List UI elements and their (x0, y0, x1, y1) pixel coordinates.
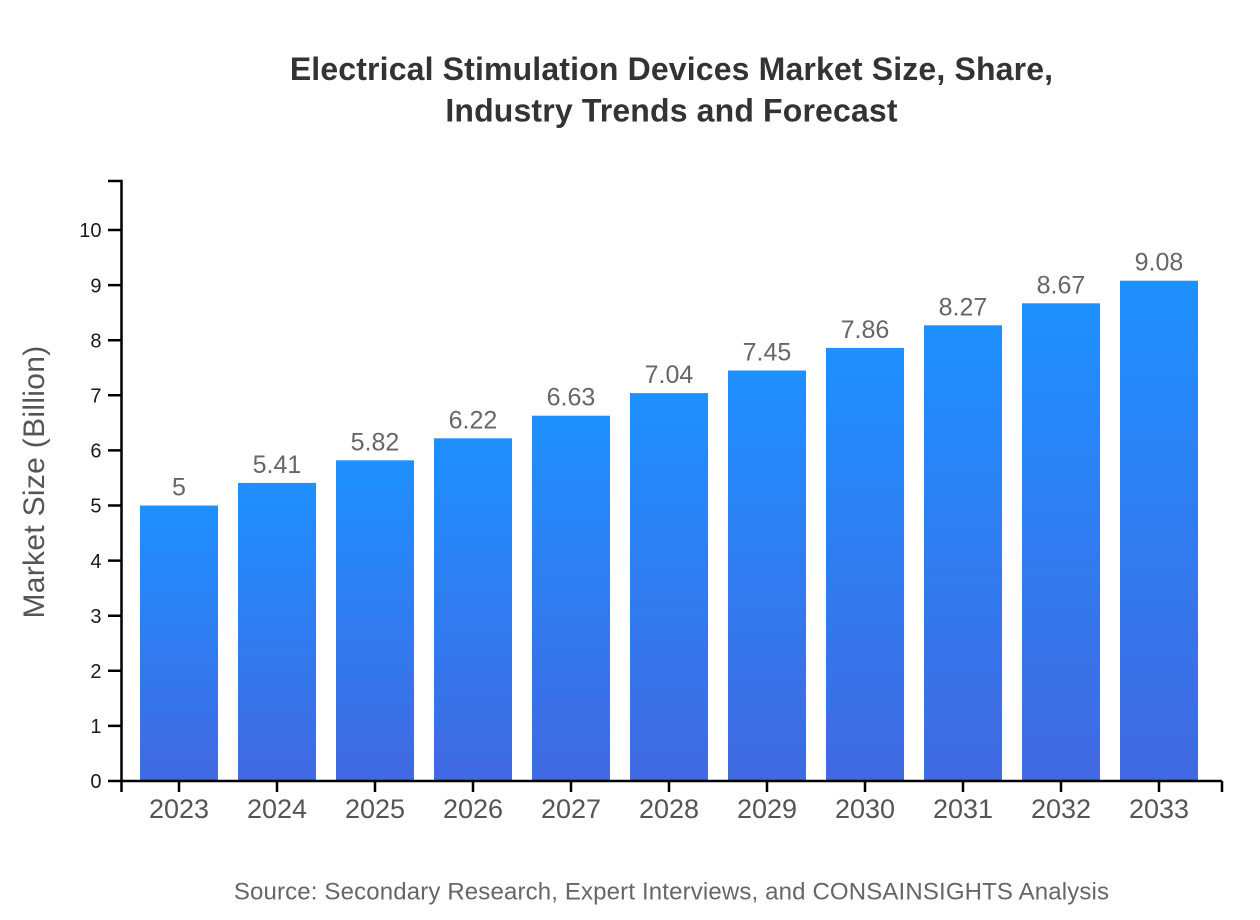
svg-text:2033: 2033 (1129, 794, 1189, 824)
svg-text:5.82: 5.82 (351, 428, 400, 456)
svg-text:2023: 2023 (149, 794, 209, 824)
svg-text:8.67: 8.67 (1037, 271, 1086, 299)
svg-text:0: 0 (90, 771, 101, 793)
svg-text:4: 4 (90, 551, 101, 573)
svg-text:Electrical Stimulation Devices: Electrical Stimulation Devices Market Si… (290, 51, 1053, 87)
svg-text:7.45: 7.45 (743, 339, 792, 367)
svg-text:9: 9 (90, 275, 101, 297)
svg-text:Source: Secondary Research, Ex: Source: Secondary Research, Expert Inter… (234, 878, 1109, 905)
svg-text:10: 10 (79, 220, 101, 242)
svg-text:7: 7 (90, 386, 101, 408)
svg-text:Industry Trends and Forecast: Industry Trends and Forecast (445, 92, 898, 128)
svg-text:7.04: 7.04 (645, 361, 694, 389)
svg-text:2030: 2030 (835, 794, 895, 824)
svg-text:5: 5 (172, 474, 186, 502)
svg-text:2027: 2027 (541, 794, 601, 824)
svg-text:6.63: 6.63 (547, 384, 596, 412)
svg-text:8.27: 8.27 (939, 293, 988, 321)
svg-text:2: 2 (90, 661, 101, 683)
svg-text:5: 5 (90, 496, 101, 518)
svg-text:2026: 2026 (443, 794, 503, 824)
svg-text:2025: 2025 (345, 794, 405, 824)
svg-text:6: 6 (90, 441, 101, 463)
svg-text:2024: 2024 (247, 794, 307, 824)
svg-text:5.41: 5.41 (253, 451, 302, 479)
svg-text:8: 8 (90, 330, 101, 352)
svg-text:6.22: 6.22 (449, 406, 498, 434)
svg-text:1: 1 (90, 716, 101, 738)
svg-text:Market Size (Billion): Market Size (Billion) (18, 345, 51, 618)
svg-text:2028: 2028 (639, 794, 699, 824)
svg-text:2029: 2029 (737, 794, 797, 824)
svg-text:9.08: 9.08 (1135, 249, 1184, 277)
svg-text:3: 3 (90, 606, 101, 628)
svg-text:7.86: 7.86 (841, 316, 890, 344)
svg-text:2032: 2032 (1031, 794, 1091, 824)
svg-text:2031: 2031 (933, 794, 993, 824)
